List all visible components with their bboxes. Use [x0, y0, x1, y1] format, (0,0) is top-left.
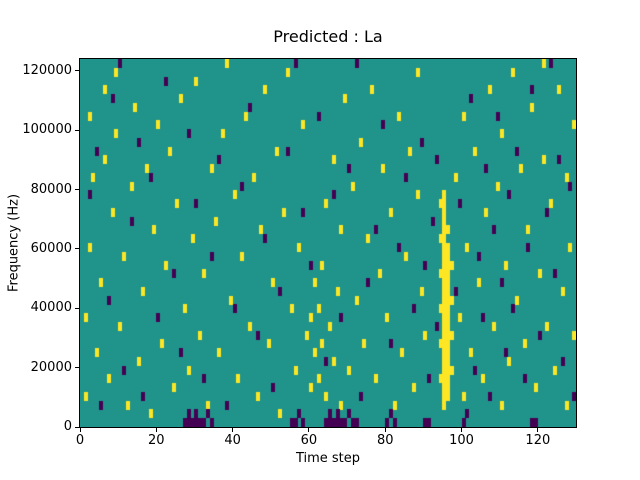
heatmap-canvas: [80, 59, 576, 427]
x-tick-mark: [384, 428, 386, 432]
x-tick-label: 40: [224, 433, 241, 448]
chart-title: Predicted : La: [273, 27, 383, 46]
y-tick-label: 60000: [30, 240, 72, 256]
y-axis-label: Frequency (Hz): [6, 193, 22, 293]
y-tick-mark: [75, 189, 79, 191]
y-tick-mark: [75, 367, 79, 369]
x-tick-mark: [155, 428, 157, 432]
y-tick-label: 20000: [30, 359, 72, 375]
plot-area: [79, 58, 577, 428]
y-tick-mark: [75, 426, 79, 428]
x-tick-label: 0: [75, 433, 85, 448]
x-tick-mark: [79, 428, 81, 432]
y-tick-mark: [75, 70, 79, 72]
x-tick-label: 80: [376, 433, 394, 448]
y-tick-mark: [75, 129, 79, 131]
y-tick-label: 100000: [22, 122, 72, 138]
x-tick-label: 60: [300, 433, 318, 448]
y-tick-label: 0: [63, 419, 72, 434]
x-tick-mark: [232, 428, 234, 432]
x-tick-mark: [461, 428, 463, 432]
y-tick-label: 40000: [30, 300, 72, 316]
y-tick-mark: [75, 248, 79, 250]
x-tick-label: 120: [525, 433, 551, 448]
x-axis-label: Time step: [295, 451, 361, 466]
x-tick-mark: [537, 428, 539, 432]
y-tick-mark: [75, 307, 79, 309]
x-tick-label: 20: [148, 433, 165, 448]
y-tick-label: 120000: [22, 62, 72, 78]
x-tick-mark: [308, 428, 310, 432]
x-tick-label: 100: [449, 433, 474, 448]
y-tick-label: 80000: [30, 181, 72, 197]
